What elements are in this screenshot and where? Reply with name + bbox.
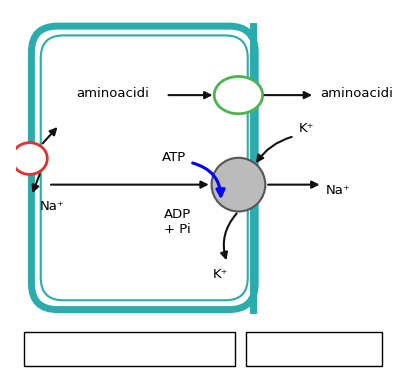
FancyBboxPatch shape: [245, 332, 381, 366]
Ellipse shape: [214, 76, 262, 114]
Text: ADP
+ Pi: ADP + Pi: [164, 208, 191, 236]
Text: K⁺: K⁺: [298, 122, 314, 135]
FancyBboxPatch shape: [24, 332, 234, 366]
Ellipse shape: [12, 143, 47, 175]
Text: K⁺: K⁺: [213, 268, 228, 281]
Text: enterocita: enterocita: [94, 342, 164, 356]
Text: ATP: ATP: [162, 151, 186, 164]
Text: Na⁺: Na⁺: [39, 200, 64, 213]
Text: capillare: capillare: [284, 342, 343, 356]
Text: aminoacidi: aminoacidi: [76, 88, 149, 100]
Circle shape: [211, 158, 264, 211]
Text: aminoacidi: aminoacidi: [320, 88, 392, 100]
FancyBboxPatch shape: [31, 26, 255, 310]
Text: Na⁺: Na⁺: [324, 184, 349, 197]
